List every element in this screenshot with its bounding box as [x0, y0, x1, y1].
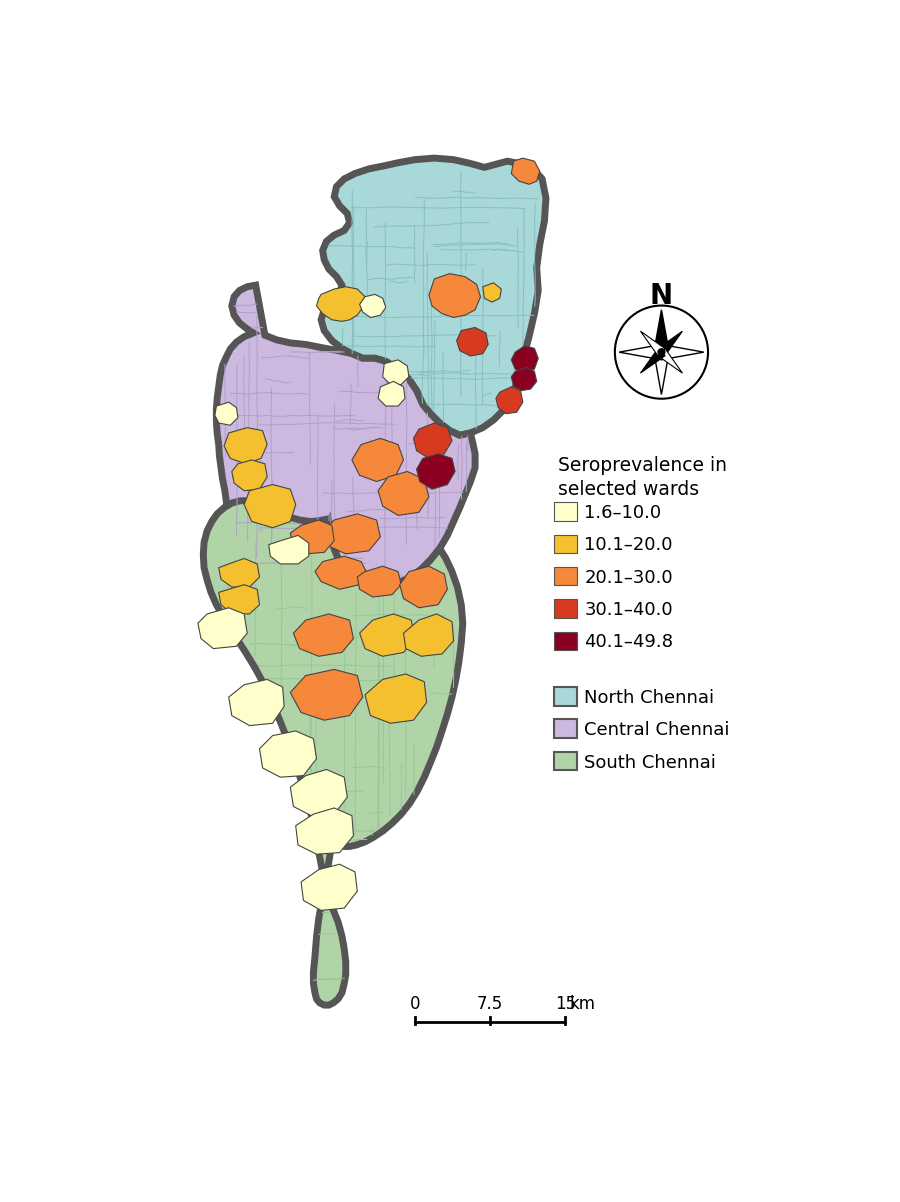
Polygon shape: [224, 428, 267, 464]
Polygon shape: [198, 608, 248, 649]
Polygon shape: [315, 557, 367, 589]
Text: 7.5: 7.5: [477, 995, 503, 1013]
Polygon shape: [417, 454, 455, 489]
Polygon shape: [216, 285, 475, 587]
Bar: [554, 502, 577, 520]
Polygon shape: [413, 423, 452, 458]
Text: North Chennai: North Chennai: [584, 689, 715, 707]
Polygon shape: [259, 731, 317, 778]
Polygon shape: [641, 349, 665, 373]
Polygon shape: [317, 287, 365, 321]
Text: 15: 15: [554, 995, 576, 1013]
Polygon shape: [291, 520, 334, 554]
Text: South Chennai: South Chennai: [584, 754, 716, 772]
Polygon shape: [360, 614, 415, 656]
Bar: [554, 600, 577, 618]
Polygon shape: [496, 387, 523, 413]
Polygon shape: [360, 294, 386, 317]
Text: 20.1–30.0: 20.1–30.0: [584, 569, 673, 587]
Polygon shape: [291, 769, 347, 816]
Polygon shape: [357, 566, 401, 597]
Polygon shape: [662, 345, 704, 359]
Polygon shape: [203, 501, 463, 1005]
Polygon shape: [269, 535, 309, 564]
Polygon shape: [324, 513, 381, 554]
Polygon shape: [378, 471, 429, 516]
Polygon shape: [291, 670, 363, 720]
Polygon shape: [429, 274, 481, 317]
Polygon shape: [352, 439, 403, 482]
Text: km: km: [570, 995, 596, 1013]
Polygon shape: [219, 559, 259, 587]
Circle shape: [658, 349, 665, 356]
Text: 0: 0: [410, 995, 420, 1013]
Polygon shape: [653, 352, 669, 394]
Text: Seroprevalence in
selected wards: Seroprevalence in selected wards: [557, 456, 726, 499]
Polygon shape: [658, 332, 682, 356]
Polygon shape: [653, 310, 669, 352]
Polygon shape: [302, 864, 357, 910]
Polygon shape: [456, 327, 488, 356]
Bar: [554, 688, 577, 706]
Bar: [554, 567, 577, 585]
Text: 1.6–10.0: 1.6–10.0: [584, 504, 662, 522]
Polygon shape: [365, 674, 427, 724]
Polygon shape: [511, 346, 538, 374]
Polygon shape: [619, 345, 662, 359]
Polygon shape: [382, 359, 409, 385]
Bar: [554, 535, 577, 553]
Polygon shape: [296, 808, 354, 855]
Text: Central Chennai: Central Chennai: [584, 721, 730, 739]
Text: 40.1–49.8: 40.1–49.8: [584, 633, 673, 651]
Bar: [554, 631, 577, 650]
Text: 10.1–20.0: 10.1–20.0: [584, 536, 673, 554]
Bar: [554, 751, 577, 770]
Text: N: N: [650, 282, 673, 310]
Polygon shape: [378, 381, 405, 406]
Polygon shape: [403, 614, 454, 656]
Polygon shape: [321, 159, 546, 435]
Bar: [554, 720, 577, 738]
Polygon shape: [244, 484, 296, 528]
Polygon shape: [658, 349, 682, 373]
Polygon shape: [641, 332, 665, 356]
Polygon shape: [293, 614, 354, 656]
Polygon shape: [511, 159, 540, 184]
Polygon shape: [229, 679, 284, 726]
Polygon shape: [511, 368, 536, 391]
Text: 30.1–40.0: 30.1–40.0: [584, 601, 673, 619]
Polygon shape: [219, 584, 259, 614]
Polygon shape: [215, 403, 238, 426]
Polygon shape: [482, 282, 501, 302]
Polygon shape: [400, 566, 447, 608]
Polygon shape: [232, 460, 267, 490]
